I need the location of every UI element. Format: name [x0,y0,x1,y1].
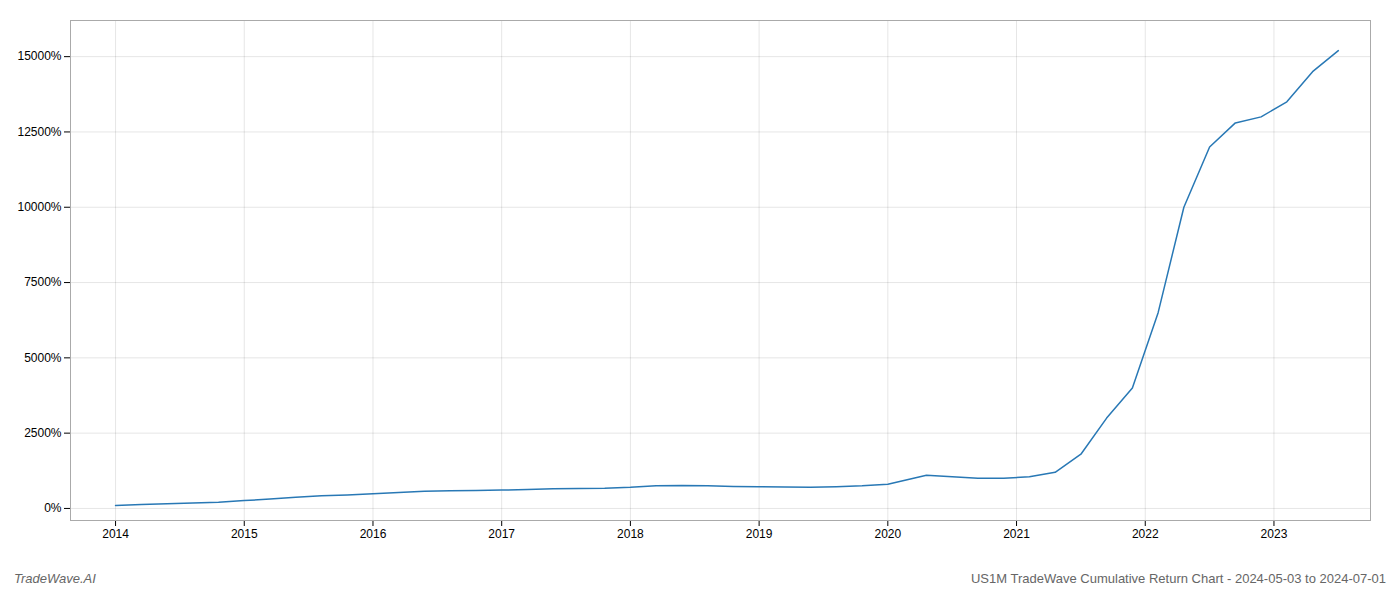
svg-text:2022: 2022 [1132,527,1159,541]
html-text:TradeWave.AI: TradeWave.AI [14,570,96,586]
svg-text:2021: 2021 [1003,527,1030,541]
html-text:US1M TradeWave Cumulative Retu: US1M TradeWave Cumulative Return Chart -… [971,570,1386,586]
svg-text:2019: 2019 [746,527,773,541]
svg-text:7500%: 7500% [24,275,62,289]
svg-text:2015: 2015 [231,527,258,541]
svg-text:2018: 2018 [617,527,644,541]
svg-text:12500%: 12500% [17,125,61,139]
svg-text:15000%: 15000% [17,49,61,63]
svg-text:2020: 2020 [874,527,901,541]
svg-text:2017: 2017 [488,527,515,541]
svg-text:2016: 2016 [360,527,387,541]
svg-text:5000%: 5000% [24,351,62,365]
svg-text:0%: 0% [44,501,62,515]
svg-text:10000%: 10000% [17,200,61,214]
svg-text:2014: 2014 [102,527,129,541]
svg-text:2023: 2023 [1261,527,1288,541]
svg-text:2500%: 2500% [24,426,62,440]
